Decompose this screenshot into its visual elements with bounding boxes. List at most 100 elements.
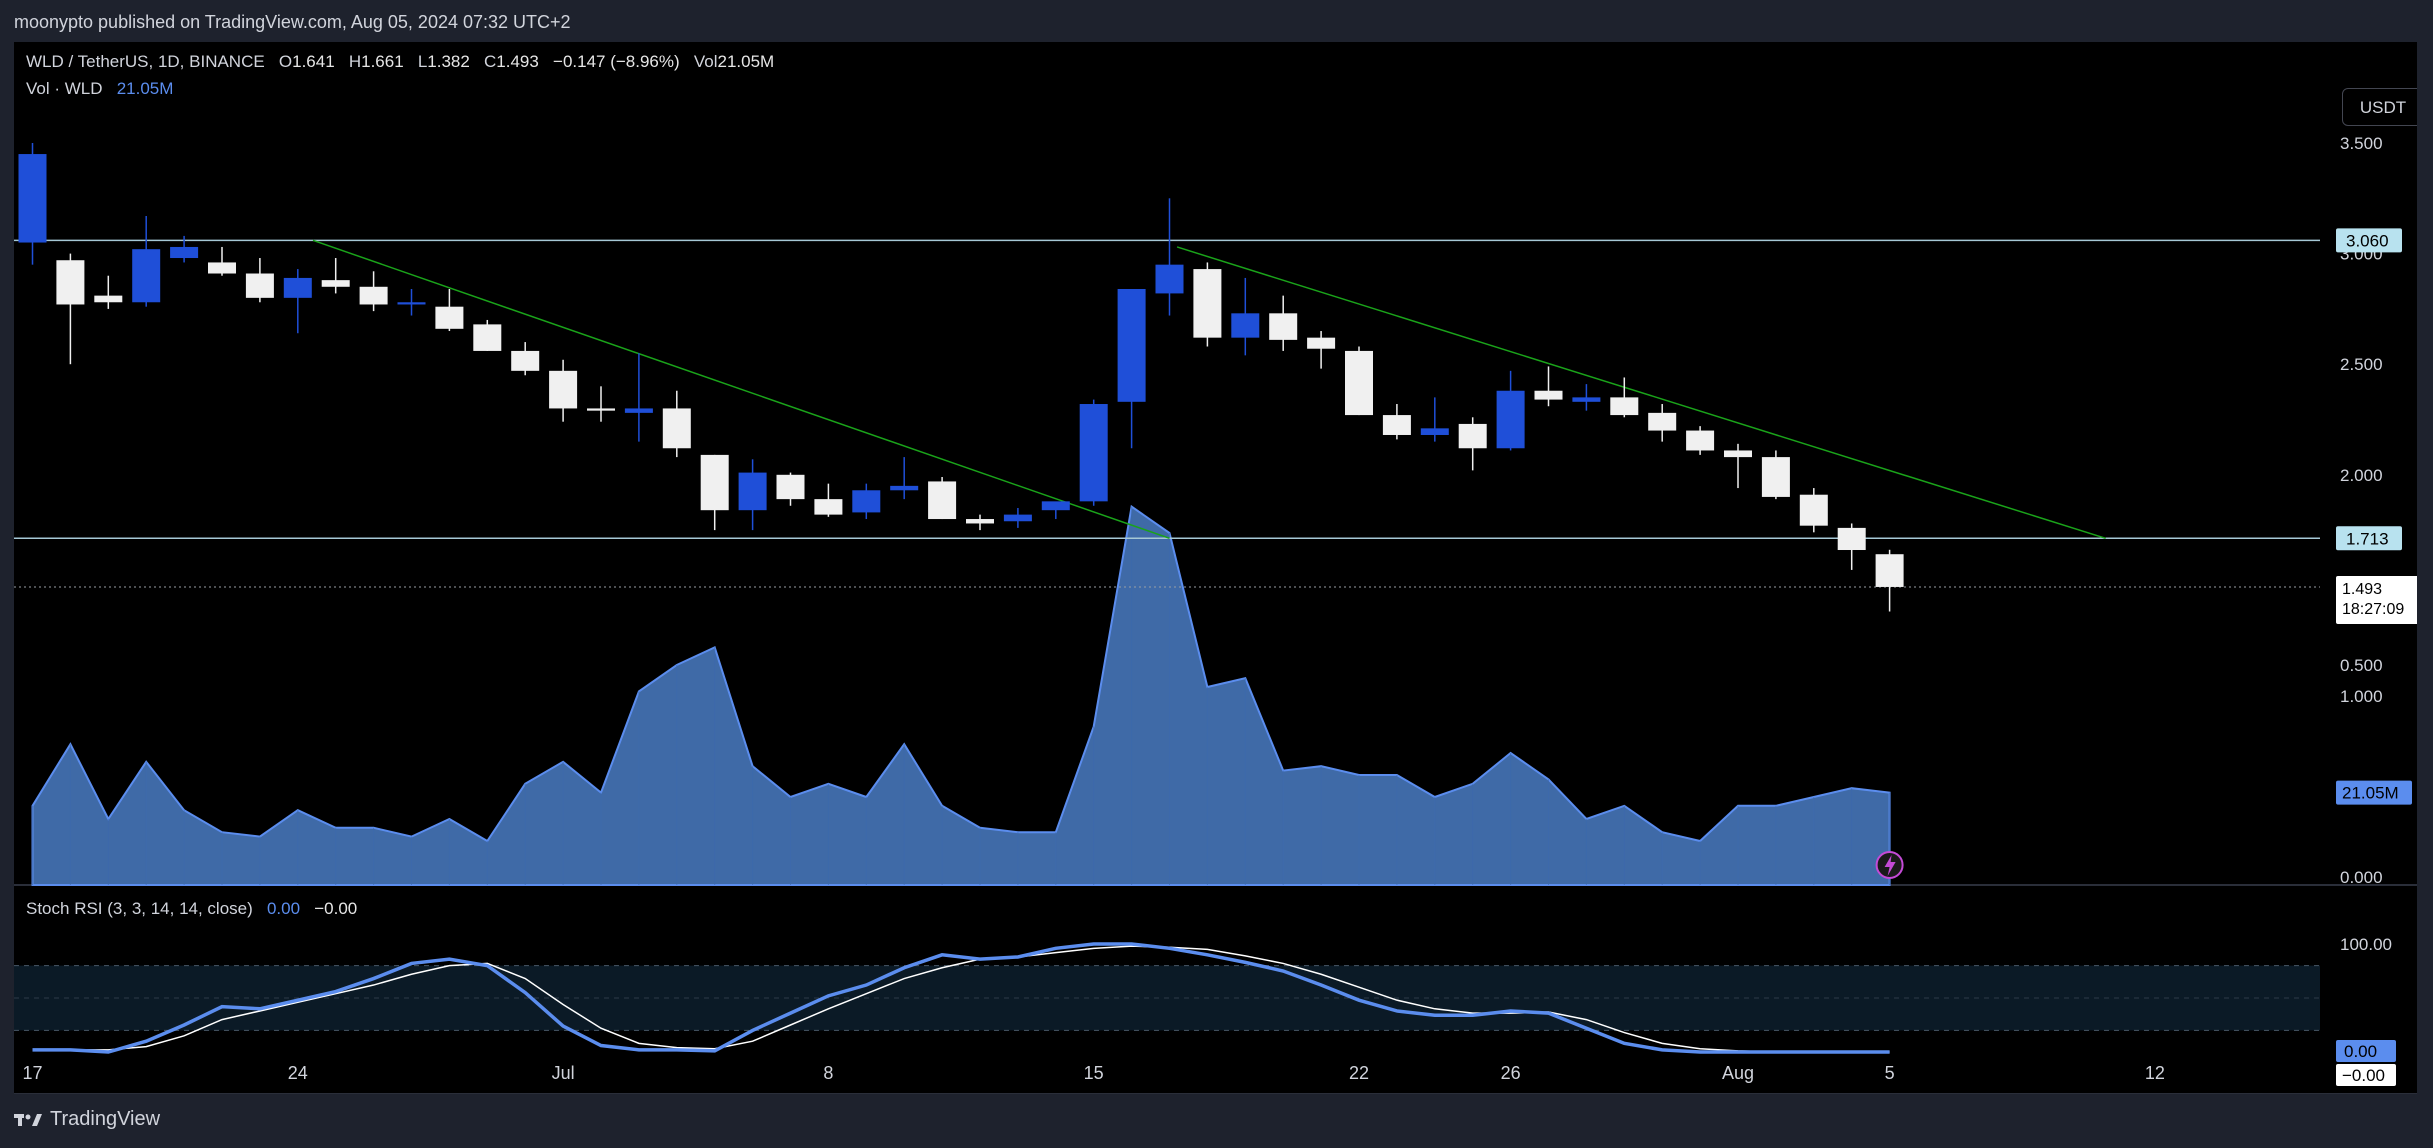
candle-body bbox=[208, 262, 236, 274]
candle-body bbox=[852, 490, 881, 513]
candle-body bbox=[1572, 397, 1601, 402]
x-tick-label: 15 bbox=[1084, 1063, 1104, 1083]
candle-body bbox=[511, 350, 540, 371]
volume-series-value: 21.05M bbox=[116, 79, 174, 98]
candle-body bbox=[624, 408, 653, 413]
candle-body bbox=[170, 246, 199, 259]
candle-body bbox=[1610, 397, 1639, 416]
candle-body bbox=[1117, 288, 1146, 402]
candle-body bbox=[1686, 430, 1715, 451]
x-tick-label: Jul bbox=[552, 1063, 575, 1083]
candle-body bbox=[1155, 264, 1184, 294]
lines-layer bbox=[14, 239, 2320, 588]
x-tick-label: 24 bbox=[288, 1063, 308, 1083]
level-label-bg bbox=[2336, 526, 2402, 551]
x-tick-label: Aug bbox=[1722, 1063, 1754, 1083]
candle-body bbox=[1041, 501, 1070, 511]
volume-tick-label: 0.000 bbox=[2340, 868, 2383, 887]
candle-body bbox=[662, 408, 691, 449]
trendline bbox=[1176, 246, 2106, 540]
stoch-k-value: 0.00 bbox=[266, 899, 301, 918]
candle-body bbox=[776, 474, 805, 500]
x-tick-label: 17 bbox=[22, 1063, 42, 1083]
stoch-tick-label: 100.00 bbox=[2340, 935, 2392, 954]
stoch-d-value: −0.00 bbox=[314, 899, 358, 918]
y-tick-label: 2.000 bbox=[2340, 466, 2383, 485]
stoch-layer bbox=[14, 942, 2320, 1054]
volume-last-bg bbox=[2336, 780, 2412, 805]
candle-body bbox=[56, 260, 85, 305]
candle-body bbox=[321, 280, 350, 287]
candle-body bbox=[1837, 527, 1866, 551]
candle-body bbox=[1799, 494, 1828, 526]
low-value: 1.382 bbox=[427, 52, 470, 71]
high-label: H bbox=[348, 52, 362, 71]
volume-tick-label: 0.500 bbox=[2340, 656, 2383, 675]
level-label: 3.060 bbox=[2346, 231, 2389, 250]
candle-body bbox=[1382, 415, 1411, 435]
chart-svg[interactable]: 3.5003.0002.5002.0001.0003.0601.7130.500… bbox=[14, 42, 2417, 1094]
y-tick-label: 2.500 bbox=[2340, 355, 2383, 374]
currency-button[interactable]: USDT bbox=[2342, 88, 2417, 126]
trendline bbox=[312, 239, 1170, 539]
candle-body bbox=[1231, 313, 1260, 338]
candle-body bbox=[1420, 428, 1449, 435]
candle-body bbox=[1458, 423, 1487, 449]
stoch-label: Stoch RSI (3, 3, 14, 14, close) bbox=[26, 899, 253, 918]
stoch-d-label-bg bbox=[2336, 1064, 2396, 1086]
close-value: 1.493 bbox=[496, 52, 539, 71]
y-tick-label: 1.000 bbox=[2340, 687, 2383, 706]
vol-value: 21.05M bbox=[717, 52, 775, 71]
change-value: −0.147 (−8.96%) bbox=[553, 52, 680, 71]
axis-layer: 3.5003.0002.5002.0001.0003.0601.7130.500… bbox=[22, 134, 2412, 1086]
x-tick-label: 26 bbox=[1501, 1063, 1521, 1083]
volume-last-label: 21.05M bbox=[2342, 784, 2399, 803]
candle-body bbox=[473, 324, 502, 351]
candle-body bbox=[1724, 450, 1752, 458]
stoch-k-label-bg bbox=[2336, 1040, 2396, 1062]
symbol-name: WLD / TetherUS, 1D, BINANCE bbox=[26, 52, 265, 71]
footer-bar bbox=[0, 1094, 2433, 1148]
candle-body bbox=[1648, 412, 1677, 431]
x-tick-label: 8 bbox=[823, 1063, 833, 1083]
candle-body bbox=[1003, 514, 1032, 522]
y-tick-label: 3.500 bbox=[2340, 134, 2383, 153]
candle-body bbox=[587, 408, 615, 411]
candle-body bbox=[700, 454, 729, 511]
candle-body bbox=[966, 519, 994, 524]
candle-body bbox=[435, 306, 464, 329]
candle-body bbox=[132, 249, 161, 303]
published-header: moonypto published on TradingView.com, A… bbox=[0, 0, 2433, 42]
vol-label: Vol bbox=[693, 52, 718, 71]
candle-body bbox=[1496, 390, 1525, 449]
x-tick-label: 5 bbox=[1885, 1063, 1895, 1083]
candle-body bbox=[738, 472, 767, 511]
stoch-k-line bbox=[32, 942, 1890, 1054]
symbol-legend: WLD / TetherUS, 1D, BINANCE O1.641 H1.66… bbox=[26, 52, 774, 72]
chart-frame[interactable]: 3.500 3.000 2.500 2.000 1.000 3.060 1.713 0.500… bbox=[14, 42, 2417, 1094]
volume-layer bbox=[31, 504, 1891, 886]
tradingview-logo-icon bbox=[14, 1113, 42, 1126]
candle-body bbox=[18, 154, 47, 243]
candle-body bbox=[928, 481, 957, 520]
volume-area bbox=[31, 504, 1891, 886]
lightning-icon bbox=[1884, 855, 1896, 876]
stoch-d-axis-label: −0.00 bbox=[2342, 1066, 2385, 1085]
candle-body bbox=[1534, 390, 1563, 400]
tradingview-logo[interactable]: TradingView bbox=[14, 1108, 160, 1131]
candle-body bbox=[94, 295, 123, 303]
level-label: 1.713 bbox=[2346, 529, 2389, 548]
close-label: C bbox=[484, 52, 497, 71]
candle-body bbox=[1761, 457, 1790, 497]
candle-body bbox=[814, 499, 843, 515]
last-price-box: 1.493 18:27:09 bbox=[2336, 576, 2417, 624]
stoch-d-line bbox=[32, 945, 1890, 1053]
low-label: L bbox=[417, 52, 428, 71]
tradingview-brand: TradingView bbox=[50, 1108, 161, 1130]
candle-body bbox=[1307, 337, 1336, 349]
open-label: O bbox=[278, 52, 293, 71]
x-tick-label: 12 bbox=[2145, 1063, 2165, 1083]
candle-body bbox=[1193, 269, 1222, 338]
candle-body bbox=[245, 273, 274, 298]
candle-body bbox=[397, 302, 426, 305]
